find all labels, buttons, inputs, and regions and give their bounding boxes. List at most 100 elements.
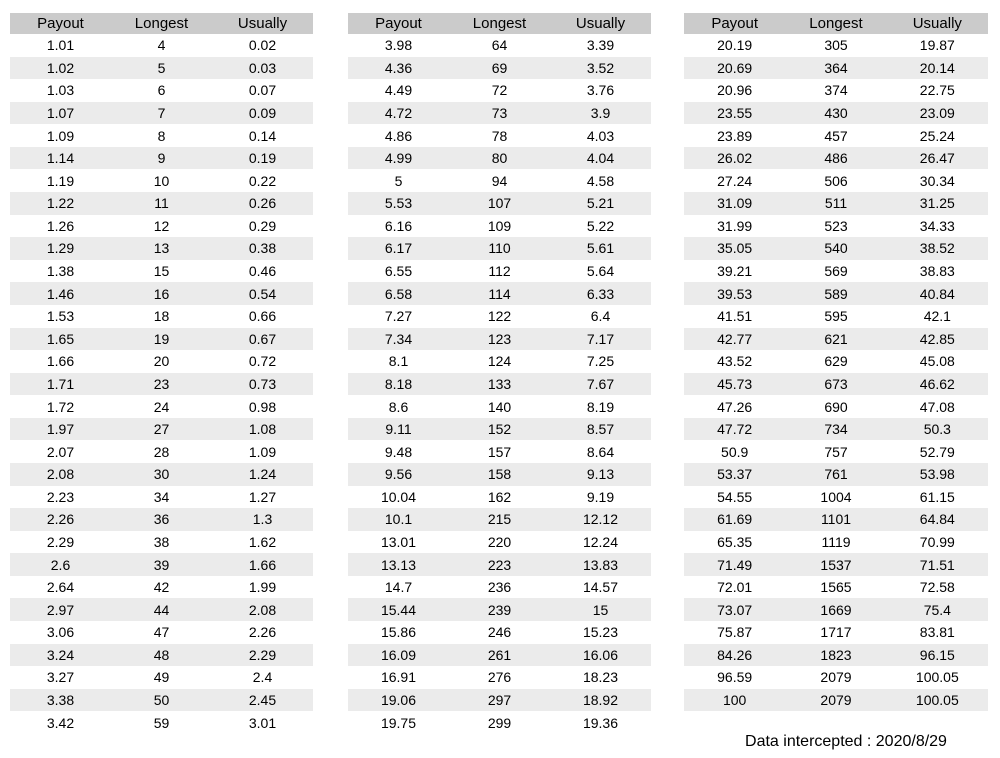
tables-container: Payout Longest Usually 1.01 4 0.02 1.02 5 0.03 1.… <box>10 13 988 734</box>
table-cell: 5.53 <box>384 195 413 212</box>
table-cell: 506 <box>824 172 848 189</box>
table-cell: 10.1 <box>384 511 413 528</box>
table-cell: 0.54 <box>248 285 277 302</box>
table-cell: 0.73 <box>248 375 277 392</box>
table-cell: 20.96 <box>717 82 753 99</box>
column-header-longest: Longest <box>809 15 863 32</box>
table-cell: 540 <box>824 240 848 257</box>
table-cell: 486 <box>824 150 848 167</box>
table-row: 14.7 236 14.57 <box>348 575 651 599</box>
table-cell: 31.99 <box>717 217 753 234</box>
table-cell: 72 <box>491 82 508 99</box>
table-cell: 364 <box>824 59 848 76</box>
table-row: 6.55 112 5.64 <box>348 259 651 283</box>
table-row: 8.18 133 7.67 <box>348 372 651 396</box>
table-cell: 1.27 <box>248 488 277 505</box>
table-row: 4.36 69 3.52 <box>348 56 651 80</box>
table-cell: 100.05 <box>915 692 959 709</box>
table-row: 47.26 690 47.08 <box>684 395 988 418</box>
table-cell: 69 <box>491 59 508 76</box>
table-cell: 47.26 <box>717 398 753 415</box>
table-cell: 27 <box>153 421 170 438</box>
table-cell: 5 <box>394 172 403 189</box>
column-header-payout: Payout <box>711 15 759 32</box>
table-cell: 72.01 <box>717 579 753 596</box>
table-cell: 2.07 <box>46 443 75 460</box>
table-cell: 1.07 <box>46 105 75 122</box>
table-cell: 72.58 <box>919 579 955 596</box>
table-cell: 236 <box>487 579 512 596</box>
table-cell: 50.3 <box>923 421 951 438</box>
table-cell: 10.04 <box>380 488 417 505</box>
table-cell: 0.38 <box>248 240 277 257</box>
table-cell: 1.99 <box>248 579 277 596</box>
table-cell: 239 <box>487 601 512 618</box>
table-cell: 71.49 <box>717 556 753 573</box>
table-row: 73.07 1669 75.4 <box>684 598 988 622</box>
table-row: 10.04 162 9.19 <box>348 485 651 509</box>
table-row: 2.07 28 1.09 <box>10 440 313 463</box>
table-cell: 20 <box>153 353 170 370</box>
table-cell: 4.04 <box>586 150 615 167</box>
table-cell: 3.9 <box>590 105 611 122</box>
table-cell: 35.05 <box>717 240 753 257</box>
table-row: 3.06 47 2.26 <box>10 621 313 644</box>
table-cell: 23.09 <box>919 105 955 122</box>
table-cell: 34.33 <box>919 217 955 234</box>
column-header-usually: Usually <box>237 15 288 32</box>
table-row: 20.69 364 20.14 <box>684 56 988 80</box>
table-cell: 45.73 <box>717 375 753 392</box>
table-row: 23.55 430 23.09 <box>684 101 988 125</box>
table-cell: 1565 <box>820 579 852 596</box>
table-cell: 7.25 <box>586 353 615 370</box>
table-cell: 589 <box>824 285 848 302</box>
table-cell: 1.03 <box>46 82 75 99</box>
table-row: 1.09 8 0.14 <box>10 124 313 147</box>
table-cell: 8.1 <box>388 353 409 370</box>
table-row: 72.01 1565 72.58 <box>684 575 988 599</box>
table-cell: 220 <box>487 534 512 550</box>
table-cell: 43.52 <box>717 353 753 370</box>
table-cell: 123 <box>487 330 512 347</box>
table-cell: 5.64 <box>586 263 615 280</box>
table-cell: 9.48 <box>384 443 413 460</box>
table-cell: 8.19 <box>586 398 615 415</box>
table-cell: 757 <box>824 443 848 460</box>
table-cell: 84.26 <box>717 646 753 663</box>
table-cell: 6.17 <box>384 240 413 257</box>
table-cell: 511 <box>824 195 848 212</box>
table-row: 1.01 4 0.02 <box>10 34 313 57</box>
table-cell: 0.22 <box>248 172 277 189</box>
table-cell: 27.24 <box>717 172 753 189</box>
table-row: 3.42 59 3.01 <box>10 711 313 734</box>
table-cell: 54.55 <box>717 488 753 505</box>
table-cell: 0.03 <box>248 59 277 76</box>
table-cell: 1.14 <box>46 150 75 167</box>
table-cell: 53.37 <box>717 466 753 483</box>
table-cell: 25.24 <box>919 127 955 144</box>
table-row: 1.72 24 0.98 <box>10 395 313 418</box>
table-cell: 157 <box>487 443 512 460</box>
table-cell: 16.06 <box>582 646 619 663</box>
table-row: 39.21 569 38.83 <box>684 259 988 283</box>
table-cell: 1.71 <box>46 375 75 392</box>
table-row: 2.97 44 2.08 <box>10 598 313 622</box>
table-cell: 16.91 <box>380 669 417 686</box>
table-cell: 1.66 <box>248 556 277 573</box>
table-row: 1.46 16 0.54 <box>10 282 313 305</box>
table-cell: 30 <box>153 466 170 483</box>
table-cell: 39.53 <box>717 285 753 302</box>
table-cell: 40.84 <box>919 285 955 302</box>
table-row: 8.6 140 8.19 <box>348 395 651 418</box>
table-cell: 1101 <box>820 511 852 528</box>
table-cell: 1.26 <box>46 217 75 234</box>
table-cell: 2.23 <box>46 488 75 505</box>
table-cell: 45.08 <box>919 353 955 370</box>
table-row: 6.58 114 6.33 <box>348 282 651 305</box>
table-row: 3.24 48 2.29 <box>10 643 313 667</box>
table-cell: 1.19 <box>46 172 75 189</box>
table-cell: 20.14 <box>919 59 955 76</box>
table-cell: 59 <box>153 714 170 731</box>
table-cell: 53.98 <box>919 466 955 483</box>
table-cell: 374 <box>824 82 848 99</box>
